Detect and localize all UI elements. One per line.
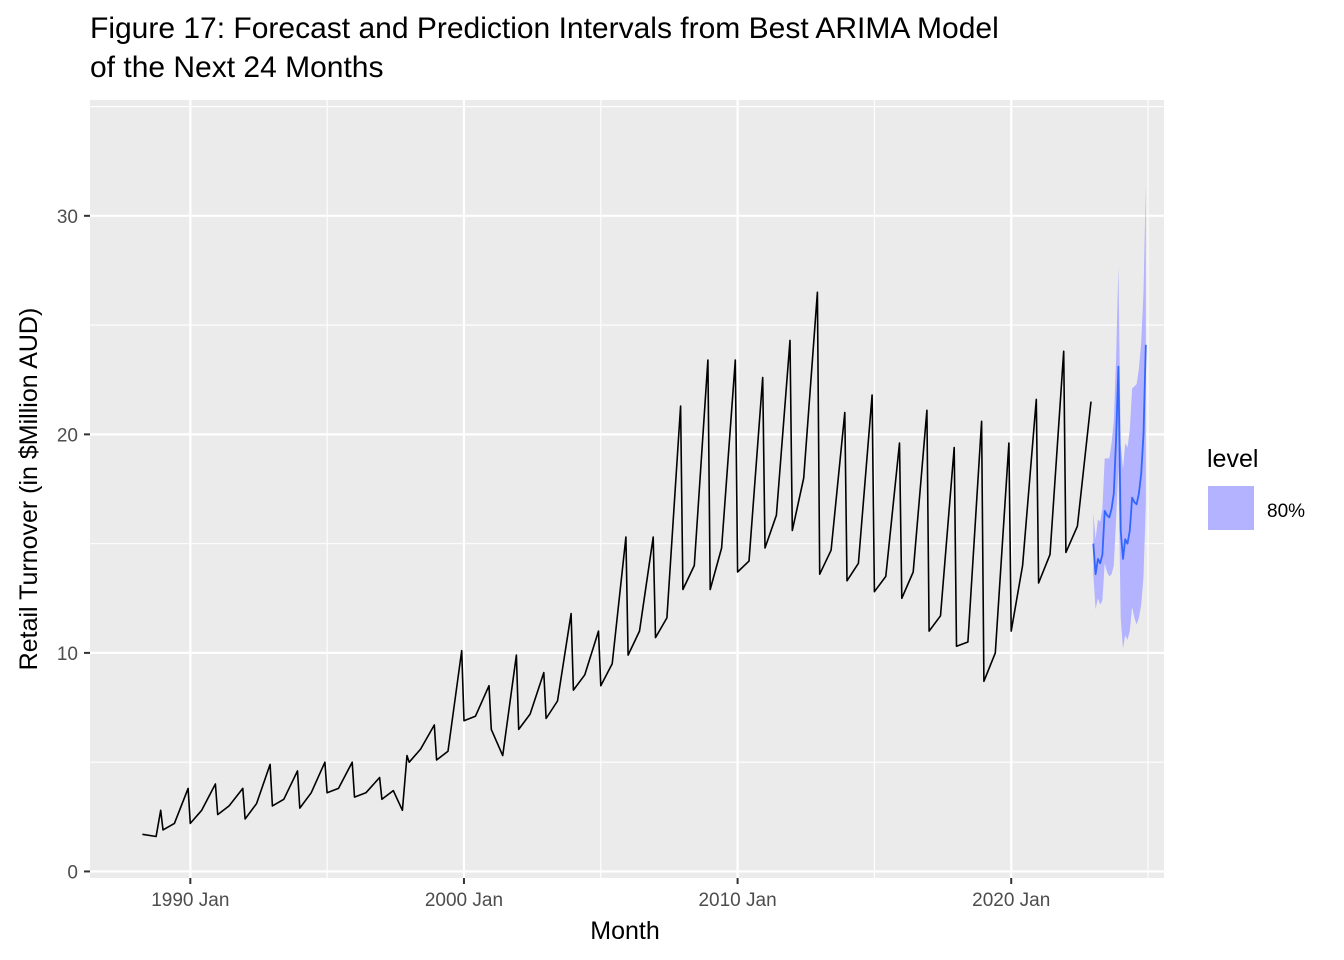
minor-grid xyxy=(90,100,1164,878)
legend-key-80 xyxy=(1208,486,1254,530)
y-tick-label: 10 xyxy=(57,644,78,665)
y-tick-label: 0 xyxy=(67,862,78,883)
x-tick-label: 2000 Jan xyxy=(425,890,503,911)
major-grid xyxy=(90,100,1164,878)
plot-panel xyxy=(90,100,1164,878)
x-tick-label: 2020 Jan xyxy=(972,890,1050,911)
legend-title: level xyxy=(1207,445,1258,473)
x-axis: 1990 Jan 2000 Jan 2010 Jan 2020 Jan xyxy=(151,878,1050,911)
x-tick-label: 2010 Jan xyxy=(698,890,776,911)
series-layer xyxy=(142,291,1147,838)
y-tick-label: 20 xyxy=(57,425,78,446)
chart-title-line-1: Figure 17: Forecast and Prediction Inter… xyxy=(90,12,999,45)
x-axis-title: Month xyxy=(590,917,659,945)
y-axis: 0 10 20 30 xyxy=(57,207,90,883)
legend: level 80% xyxy=(1207,445,1305,530)
legend-label-80: 80% xyxy=(1267,501,1305,522)
chart-title-line-2: of the Next 24 Months xyxy=(90,51,384,84)
y-tick-label: 30 xyxy=(57,207,78,228)
y-axis-title: Retail Turnover (in $Million AUD) xyxy=(15,308,43,671)
x-tick-label: 1990 Jan xyxy=(151,890,229,911)
series-line-actual xyxy=(142,291,1092,838)
series-line-forecast xyxy=(1092,344,1147,576)
